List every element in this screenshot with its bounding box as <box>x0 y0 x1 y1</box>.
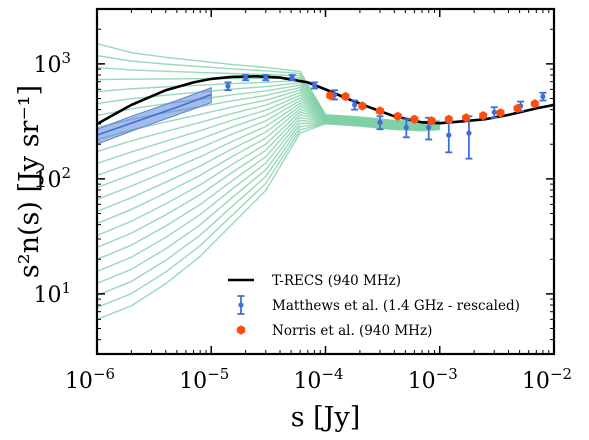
band-center-line <box>97 93 212 136</box>
norris-point <box>496 108 505 118</box>
uncertainty-band <box>97 87 212 145</box>
norris-point <box>444 114 453 124</box>
matthews-point <box>289 74 295 81</box>
realization-curves <box>97 42 440 321</box>
legend-swatch-matthews <box>238 302 244 308</box>
legend-swatch-norris <box>236 325 246 335</box>
matthews-point <box>352 102 358 108</box>
norris-point <box>530 99 539 109</box>
matthews-point <box>225 83 231 89</box>
x-tick-label: 10−5 <box>179 365 229 394</box>
norris-point <box>341 91 350 102</box>
realization-curve <box>97 119 440 273</box>
norris-point <box>376 106 384 116</box>
matthews-point <box>263 74 269 81</box>
matthews-point <box>243 74 249 81</box>
norris-point <box>427 116 436 126</box>
matthews-point <box>540 93 546 100</box>
matthews-point <box>491 109 497 115</box>
matthews-point <box>446 132 452 138</box>
legend-entry-label: T-RECS (940 MHz) <box>272 273 401 289</box>
x-tick-label: 10−6 <box>65 365 115 394</box>
legend: T-RECS (940 MHz) Matthews et al. (1.4 GHz… <box>228 273 520 339</box>
norris-point <box>393 111 402 121</box>
matthews-point <box>311 82 318 88</box>
x-tick-label: 10−3 <box>408 365 458 394</box>
realization-curve <box>97 116 440 261</box>
norris-point <box>513 103 522 113</box>
norris-point <box>358 101 367 111</box>
realization-curve <box>97 122 440 297</box>
norris-point <box>462 113 471 123</box>
realization-curve <box>97 113 440 249</box>
y-axis-label: s²n(s) [Jy sr⁻¹] <box>14 85 45 278</box>
realization-curve <box>97 42 440 123</box>
data-series <box>97 74 554 160</box>
matthews-point <box>426 124 432 131</box>
matthews-point <box>377 119 383 125</box>
norris-point <box>326 90 335 101</box>
y-tick-label: 101 <box>33 279 71 308</box>
axis-labels: s [Jy] s²n(s) [Jy sr⁻¹] <box>14 85 360 433</box>
axes: 10−6 10−5 10−4 10−3 10−2 101 102 103 <box>33 7 572 394</box>
legend-entry-label: Norris et al. (940 MHz) <box>272 323 432 339</box>
x-tick-label: 10−2 <box>522 365 572 394</box>
norris-point <box>410 114 419 124</box>
norris-point <box>479 110 488 121</box>
y-tick-label: 103 <box>33 49 71 78</box>
matthews-point <box>466 130 472 136</box>
x-tick-label: 10−4 <box>293 365 343 394</box>
x-axis-label: s [Jy] <box>291 402 361 433</box>
y-tick-label: 102 <box>33 164 71 193</box>
legend-entry-label: Matthews et al. (1.4 GHz - rescaled) <box>272 298 520 314</box>
matthews-point <box>403 124 409 131</box>
